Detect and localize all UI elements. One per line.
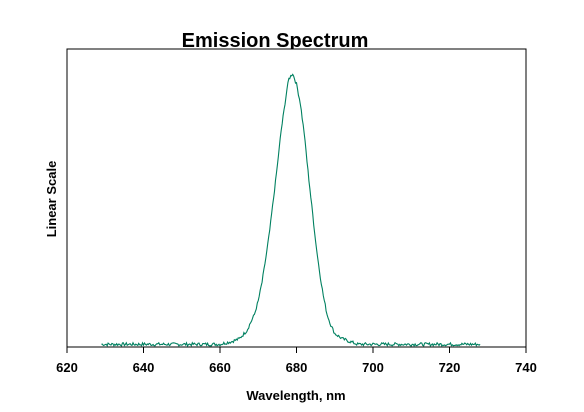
- chart-title: Emission Spectrum: [182, 30, 369, 52]
- x-tick-label: 700: [362, 360, 384, 375]
- series-group: [101, 73, 481, 348]
- x-axis: 620 640 660 680 700 720 740: [56, 347, 537, 375]
- plot-area: [66, 48, 527, 348]
- x-tick-label: 620: [56, 360, 78, 375]
- x-tick-label: 740: [515, 360, 537, 375]
- x-tick-label: 660: [209, 360, 231, 375]
- x-tick-label: 640: [133, 360, 155, 375]
- x-axis-label: Wavelength, nm: [246, 388, 345, 403]
- x-tick-label: 720: [439, 360, 461, 375]
- series-line-0: [101, 73, 481, 348]
- y-axis-label: Linear Scale: [44, 161, 59, 238]
- x-tick-label: 680: [286, 360, 308, 375]
